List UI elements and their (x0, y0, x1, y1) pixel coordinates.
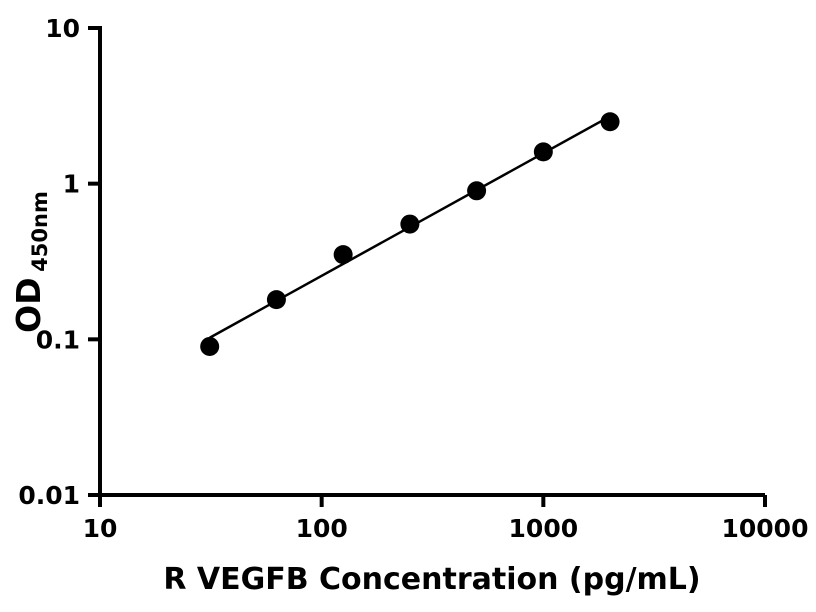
data-series (200, 112, 620, 356)
data-point (200, 336, 220, 356)
data-point (600, 112, 620, 132)
y-axis-title-subscript: 450nm (28, 191, 52, 272)
axes (98, 26, 765, 497)
tick-marks (88, 26, 767, 507)
x-axis-title: R VEGFB Concentration (pg/mL) (163, 562, 700, 597)
data-point (467, 181, 487, 201)
x-tick-label: 100 (296, 514, 348, 543)
axis-spines (98, 26, 765, 497)
data-point (400, 214, 420, 234)
y-tick-label: 0.1 (36, 325, 80, 354)
x-tick-label: 1000 (509, 514, 579, 543)
y-axis-title: OD 450nm (9, 191, 52, 333)
y-tick-label: 1 (63, 170, 80, 199)
data-point (266, 290, 286, 310)
x-tick-label: 10000 (722, 514, 809, 543)
y-tick-label: 10 (45, 14, 80, 43)
y-axis-title-main: OD (9, 277, 48, 332)
data-point (333, 245, 353, 265)
y-tick-label: 0.01 (18, 481, 80, 510)
data-point (533, 142, 553, 162)
tick-labels: 10 100 1000 10000 0.01 0.1 1 10 (18, 14, 808, 543)
x-tick-label: 10 (83, 514, 118, 543)
